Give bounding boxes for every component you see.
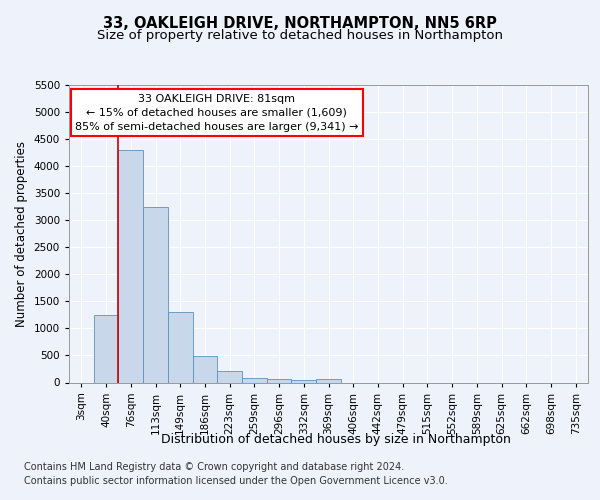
Text: 33 OAKLEIGH DRIVE: 81sqm
← 15% of detached houses are smaller (1,609)
85% of sem: 33 OAKLEIGH DRIVE: 81sqm ← 15% of detach… <box>75 94 359 132</box>
Text: Contains public sector information licensed under the Open Government Licence v3: Contains public sector information licen… <box>24 476 448 486</box>
Bar <box>193 356 217 382</box>
Bar <box>292 380 316 382</box>
Bar <box>168 312 193 382</box>
Text: 33, OAKLEIGH DRIVE, NORTHAMPTON, NN5 6RP: 33, OAKLEIGH DRIVE, NORTHAMPTON, NN5 6RP <box>103 16 497 31</box>
Y-axis label: Number of detached properties: Number of detached properties <box>15 141 28 327</box>
Bar <box>143 206 168 382</box>
Bar <box>242 378 267 382</box>
Bar <box>94 315 118 382</box>
Bar <box>316 378 341 382</box>
Bar <box>118 150 143 382</box>
Bar <box>217 371 242 382</box>
Text: Contains HM Land Registry data © Crown copyright and database right 2024.: Contains HM Land Registry data © Crown c… <box>24 462 404 472</box>
Text: Size of property relative to detached houses in Northampton: Size of property relative to detached ho… <box>97 29 503 42</box>
Bar <box>267 380 292 382</box>
Text: Distribution of detached houses by size in Northampton: Distribution of detached houses by size … <box>161 432 511 446</box>
